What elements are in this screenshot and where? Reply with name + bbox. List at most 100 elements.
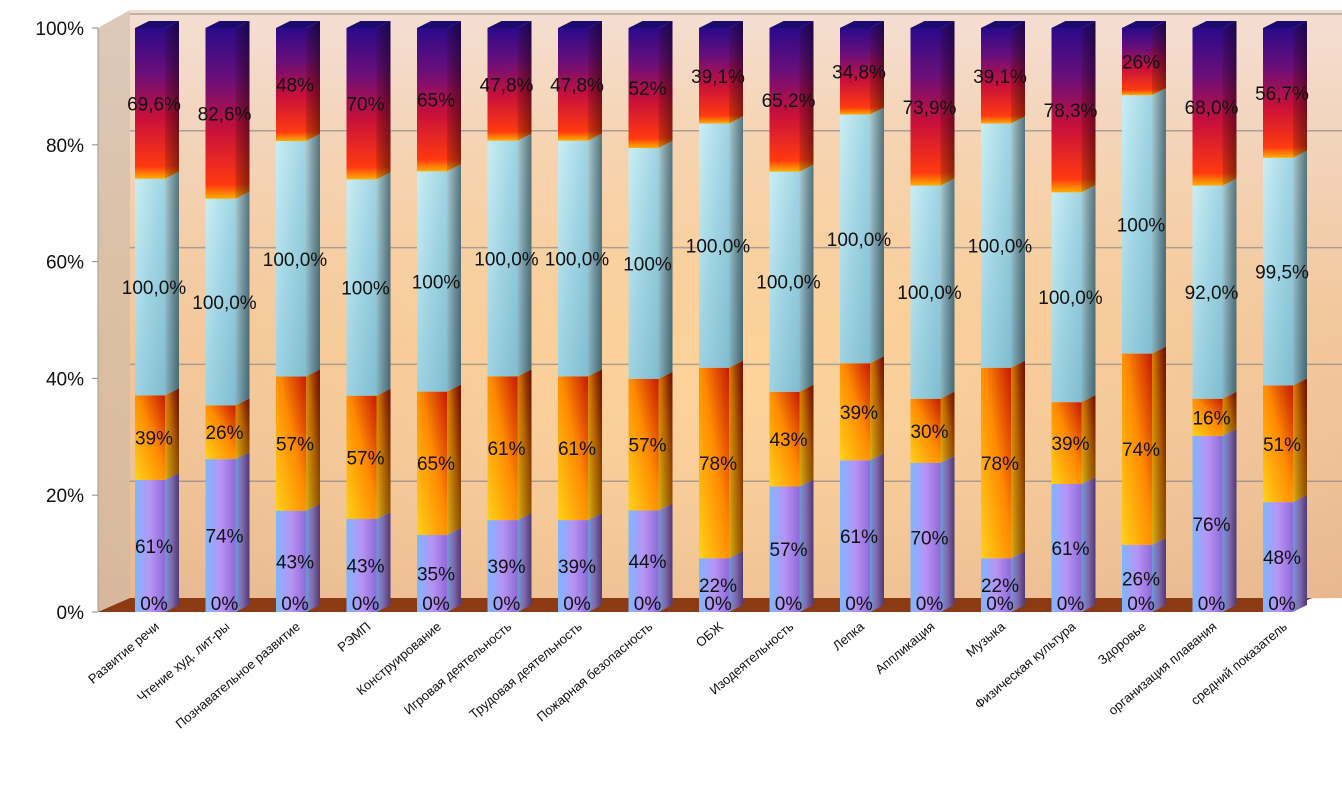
- bar-top-cap: [417, 21, 461, 28]
- bar-side-shade: [376, 21, 391, 180]
- bar-side-shade: [1081, 476, 1096, 612]
- bar-side-shade: [376, 172, 391, 396]
- bar-side-shade: [447, 164, 461, 392]
- y-tick-label: 40%: [46, 369, 84, 390]
- bar-top-cap: [628, 21, 673, 28]
- y-axis: 0% 20% 40% 60% 80% 100%: [35, 19, 99, 624]
- bar-side-shade: [729, 360, 743, 559]
- data-label: 100,0%: [686, 237, 751, 258]
- data-label: 43%: [346, 556, 384, 577]
- bar-side-shade: [165, 171, 179, 396]
- bar-segment: [135, 178, 165, 396]
- bar-segment: [628, 378, 659, 511]
- bar-segment: [205, 405, 236, 460]
- bar-top-cap: [205, 21, 250, 28]
- y-tick-label: 20%: [46, 486, 84, 507]
- bar-segment: [417, 534, 447, 612]
- bar-top-cap: [1122, 21, 1166, 28]
- bar-side-shade: [870, 453, 884, 612]
- data-label: 65,2%: [762, 91, 816, 112]
- data-label: 0%: [845, 594, 873, 615]
- bar-side-shade: [588, 369, 602, 521]
- data-label: 65%: [417, 454, 455, 475]
- data-label: 22%: [699, 576, 737, 597]
- bar-segment: [1051, 192, 1082, 403]
- data-label: 74%: [205, 527, 243, 548]
- data-label: 0%: [211, 594, 239, 615]
- data-label: 0%: [775, 594, 803, 615]
- bar-segment: [346, 395, 377, 519]
- data-label: 0%: [422, 594, 450, 615]
- bar-side-shade: [799, 21, 814, 172]
- data-label: 39,1%: [691, 67, 745, 88]
- bar-segment: [1192, 398, 1223, 436]
- bar-segment: [276, 28, 306, 142]
- bar-side-shade: [658, 503, 673, 612]
- bar-segment: [628, 28, 659, 149]
- bar-side-shade: [235, 21, 250, 199]
- data-label: 0%: [563, 594, 591, 615]
- bar-segment: [699, 367, 729, 559]
- bar-side-shade: [729, 551, 743, 612]
- bar-side-shade: [517, 369, 532, 521]
- bar-side-shade: [658, 21, 673, 149]
- bar-segment: [981, 123, 1011, 368]
- data-label: 39%: [135, 429, 173, 450]
- data-label: 57%: [276, 435, 314, 456]
- bar-segment: [840, 114, 870, 364]
- bar-segment: [1122, 28, 1152, 96]
- data-label: 61%: [1051, 539, 1089, 560]
- data-label: 100,0%: [756, 273, 821, 294]
- bar-segment: [1192, 435, 1223, 612]
- bar-top-cap: [699, 21, 743, 28]
- bar-top-cap: [487, 21, 532, 28]
- bar-segment: [417, 391, 447, 535]
- bar-side-shade: [799, 164, 814, 392]
- data-label: 100%: [623, 254, 672, 275]
- data-label: 78,3%: [1044, 101, 1098, 122]
- bar-segment: [1263, 502, 1293, 612]
- bar-side-shade: [588, 513, 602, 612]
- bar-side-shade: [165, 472, 179, 612]
- bar-side-shade: [940, 455, 955, 612]
- y-tick-label: 60%: [46, 253, 84, 274]
- bar-segment: [699, 28, 729, 124]
- bar-side-shade: [306, 21, 320, 142]
- bar-side-shade: [1081, 21, 1096, 193]
- bar-side-shade: [447, 527, 461, 612]
- data-label: 100%: [412, 272, 461, 293]
- data-label: 48%: [276, 76, 314, 97]
- bar-top-cap: [558, 21, 602, 28]
- bar-side-shade: [940, 178, 955, 399]
- bar-side-shade: [1293, 378, 1307, 503]
- data-label: 61%: [840, 527, 878, 548]
- bar-side-shade: [588, 21, 602, 141]
- bar-segment: [205, 198, 236, 406]
- bar-side-shade: [658, 371, 673, 511]
- bar-side-shade: [729, 21, 743, 124]
- bar-side-shade: [306, 503, 320, 612]
- bar-segment: [910, 28, 941, 186]
- bar-segment: [135, 479, 165, 612]
- data-label: 26%: [1122, 53, 1160, 74]
- bar-segment: [1263, 28, 1293, 158]
- data-label: 44%: [628, 552, 666, 573]
- data-label: 78%: [981, 454, 1019, 475]
- data-label: 47,8%: [550, 75, 604, 96]
- bar-side-shade: [799, 384, 814, 487]
- data-label: 0%: [493, 594, 521, 615]
- bar-side-shade: [447, 21, 461, 172]
- bar-side-shade: [799, 479, 814, 612]
- data-label: 100,0%: [122, 278, 187, 299]
- y-tick-label: 100%: [35, 19, 84, 40]
- data-label: 100,0%: [192, 293, 257, 314]
- bar-side-shade: [1293, 495, 1307, 612]
- bar-segment: [981, 558, 1011, 612]
- bar-side-shade: [1152, 21, 1166, 96]
- data-label: 39,1%: [973, 67, 1027, 88]
- bar-side-shade: [1222, 178, 1237, 399]
- data-label: 69,6%: [127, 94, 181, 115]
- data-label: 76%: [1192, 515, 1230, 536]
- data-label: 73,9%: [903, 98, 957, 119]
- bar-side-shade: [1152, 346, 1166, 545]
